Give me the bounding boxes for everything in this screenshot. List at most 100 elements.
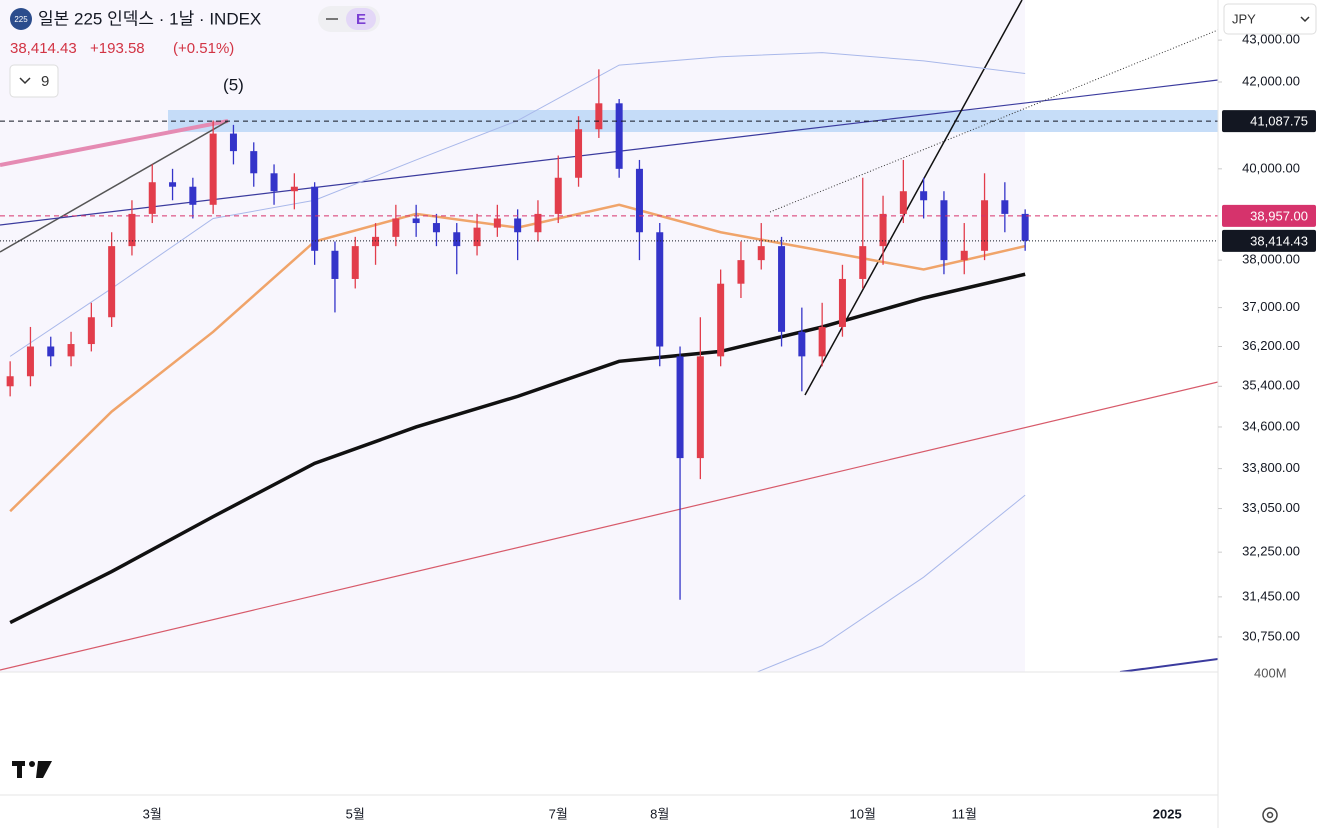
candle-body — [514, 218, 522, 233]
chevron — [1300, 16, 1310, 23]
trendline — [0, 120, 229, 253]
price-badge — [1222, 110, 1316, 133]
candle-body — [148, 182, 156, 214]
candle-body — [67, 344, 75, 357]
y-tick-label: 37,000.00 — [1242, 299, 1300, 314]
candle-body — [798, 331, 806, 357]
candle-body — [432, 223, 440, 233]
candle-body — [737, 260, 745, 284]
candle-body — [351, 246, 359, 279]
candle-body — [331, 250, 339, 279]
candle-body — [859, 246, 867, 279]
settings-icon-core — [1266, 811, 1274, 819]
y-tick-label: 30,750.00 — [1242, 628, 1300, 643]
candle-body — [270, 173, 278, 192]
candle-body — [554, 177, 562, 214]
candle-body — [412, 218, 420, 224]
candle-body — [372, 236, 380, 247]
candle-body — [879, 213, 887, 247]
x-tick-label: 7월 — [549, 806, 568, 821]
candle-body — [473, 227, 481, 247]
moving-average — [9, 272, 1026, 625]
candle-body — [209, 133, 217, 205]
candle-body — [838, 278, 846, 327]
x-tick-label: 8월 — [650, 806, 669, 821]
candle-body — [940, 200, 948, 261]
candle-body — [534, 213, 542, 233]
candle-body — [47, 346, 55, 357]
moving-average — [755, 494, 1026, 672]
trendline — [0, 381, 1218, 671]
candle-body — [392, 218, 400, 237]
candle-body — [899, 191, 907, 214]
y-tick-label: 34,600.00 — [1242, 418, 1300, 433]
candle-body — [757, 246, 765, 261]
price-badge-label: 41,087.75 — [1250, 114, 1308, 129]
symbol-icon — [10, 8, 32, 30]
price-badge-label: 38,414.43 — [1250, 233, 1308, 248]
y-tick-label: 33,800.00 — [1242, 460, 1300, 475]
x-tick-label: 11월 — [952, 806, 977, 821]
y-tick-label: 36,200.00 — [1242, 338, 1300, 353]
y-tick-label: 35,400.00 — [1242, 378, 1300, 393]
y-tick-label: 40,000.00 — [1242, 160, 1300, 175]
y-tick-label: 42,000.00 — [1242, 73, 1300, 88]
price-change: +193.58 — [90, 40, 145, 57]
candle-body — [189, 186, 197, 205]
x-tick-label: 2025 — [1153, 806, 1182, 821]
candle-body — [108, 246, 116, 318]
candle-body — [778, 246, 786, 332]
tv-logo — [12, 761, 52, 778]
candle-body — [656, 232, 664, 347]
trendline — [0, 119, 229, 167]
price-badge-label: 38,957.00 — [1250, 208, 1308, 223]
x-tick-label: 5월 — [346, 806, 365, 821]
annotation: (5) — [223, 76, 244, 95]
indicator-count: 9 — [41, 73, 49, 90]
candle-body — [575, 129, 583, 178]
candle-body — [818, 326, 826, 357]
candle-body — [960, 250, 968, 261]
toggle-on — [346, 8, 376, 30]
price-badge — [1222, 204, 1316, 227]
candle-body — [311, 186, 319, 251]
trendline — [0, 79, 1218, 226]
candle-body — [920, 191, 928, 201]
candle-body — [493, 218, 501, 228]
symbol-title: 일본 225 인덱스 · 1날 · INDEX — [38, 9, 261, 28]
candle-body — [87, 317, 95, 345]
settings-icon[interactable] — [1262, 807, 1278, 823]
candle-body — [615, 103, 623, 169]
candle-body — [635, 168, 643, 233]
candle-body — [696, 356, 704, 459]
candle-body — [169, 182, 177, 187]
y-tick-label: 43,000.00 — [1242, 32, 1300, 47]
trendline — [804, 0, 1023, 396]
toggle-label: E — [356, 11, 366, 28]
volume-axis-label: 400M — [1254, 665, 1287, 680]
candle-body — [250, 151, 258, 174]
collapse-button[interactable] — [9, 64, 59, 98]
currency-select[interactable] — [1223, 3, 1317, 35]
price-badge — [1222, 229, 1316, 252]
trendline — [769, 29, 1218, 213]
chevron — [19, 77, 31, 85]
candle-body — [676, 356, 684, 459]
y-tick-label: 33,050.00 — [1242, 500, 1300, 515]
currency-label: JPY — [1232, 11, 1256, 26]
y-tick-label: 31,450.00 — [1242, 588, 1300, 603]
candle-body — [981, 200, 989, 251]
last-price: 38,414.43 — [10, 40, 77, 57]
candle-body — [229, 133, 237, 152]
y-tick-label: 32,250.00 — [1242, 544, 1300, 559]
symbol-icon-text: 225 — [14, 15, 28, 24]
candle-body — [26, 346, 34, 377]
candle-body — [6, 376, 14, 387]
x-tick-label: 3월 — [143, 806, 162, 821]
trendline — [1119, 658, 1218, 672]
candle-body — [595, 103, 603, 130]
candle-body — [1021, 213, 1029, 241]
candle-body — [290, 186, 298, 192]
x-tick-label: 10월 — [850, 806, 876, 821]
moving-average — [9, 52, 1026, 357]
